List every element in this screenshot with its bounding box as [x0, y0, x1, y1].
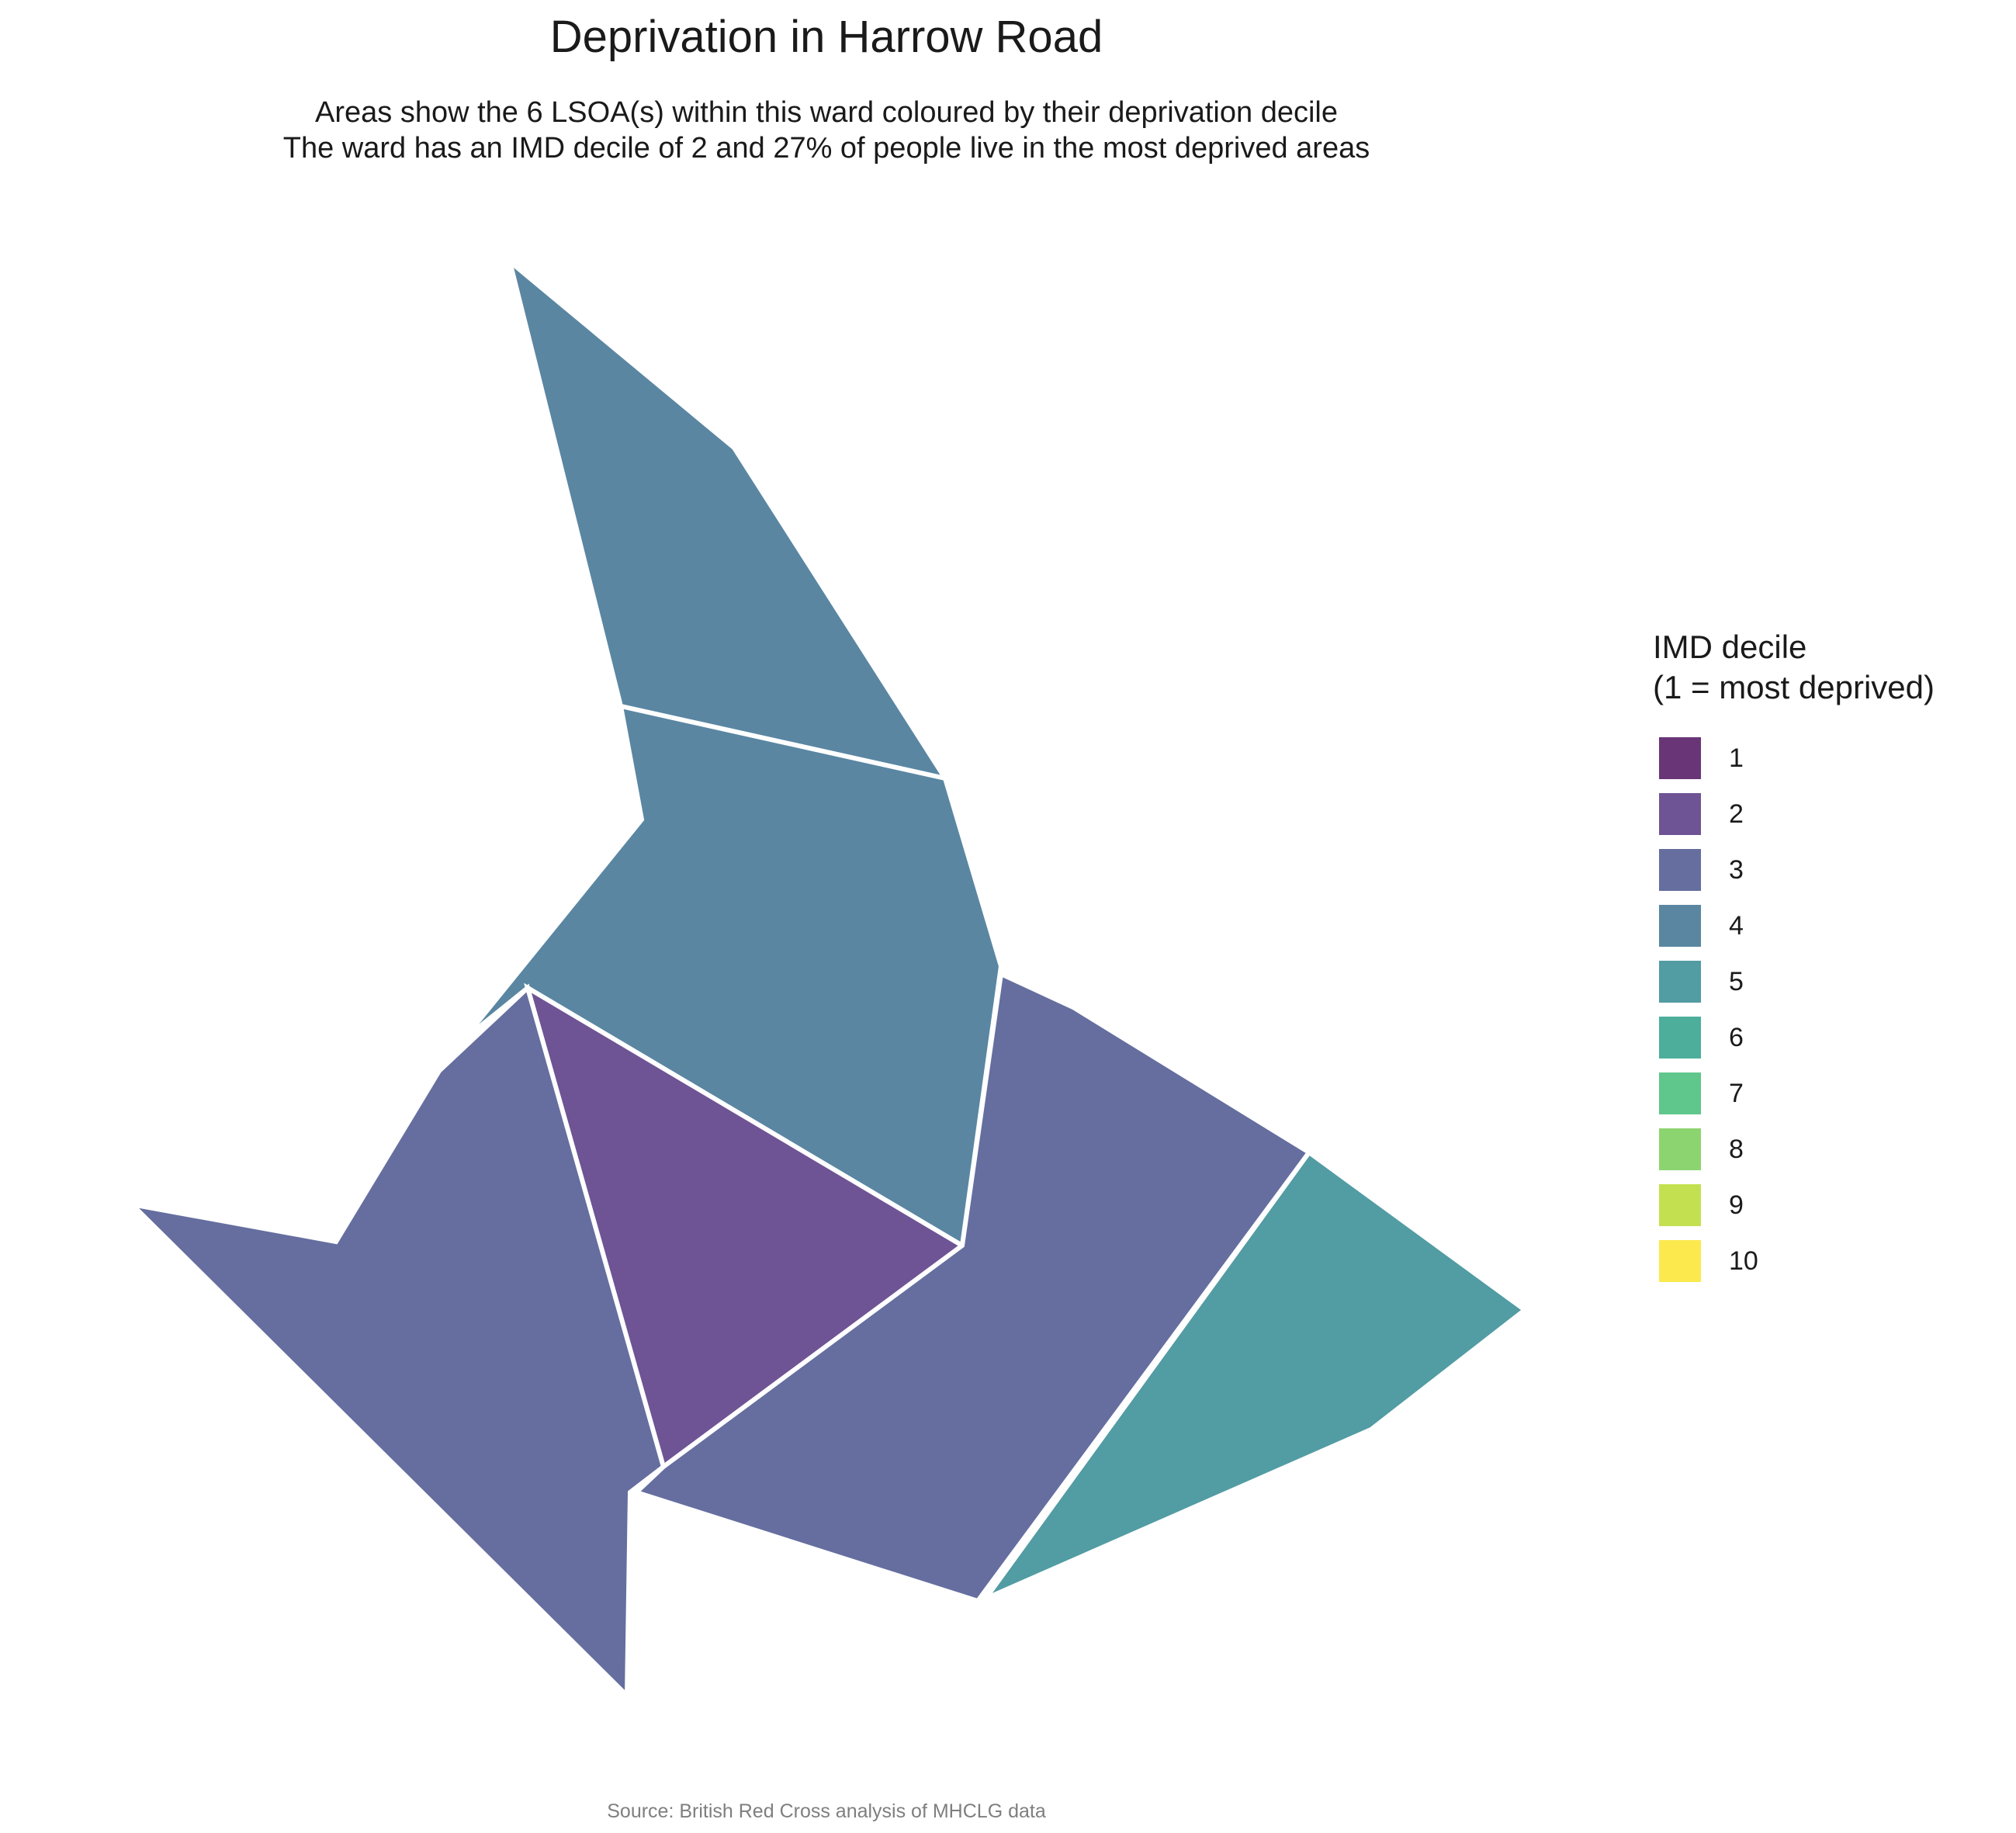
legend-label: 1	[1729, 743, 1744, 773]
legend-label: 4	[1729, 911, 1744, 941]
legend-item: 10	[1653, 1237, 1994, 1293]
lsoa-area-east[interactable]	[979, 1149, 1529, 1605]
legend-swatch	[1659, 1128, 1701, 1170]
legend-swatch	[1659, 793, 1701, 835]
legend-swatch	[1659, 905, 1701, 947]
legend-item: 3	[1653, 846, 1994, 902]
legend-label: 2	[1729, 799, 1744, 829]
legend-item: 5	[1653, 958, 1994, 1014]
legend-title-line1: IMD decile	[1653, 629, 1807, 665]
legend-swatch	[1659, 1072, 1701, 1114]
lsoa-area-southeast[interactable]	[632, 970, 1313, 1604]
legend-label: 7	[1729, 1079, 1744, 1108]
legend-swatch	[1659, 1184, 1701, 1226]
source-caption: Source: British Red Cross analysis of MH…	[607, 1800, 1046, 1822]
legend-items: 1 2 3 4 5 6 7 8 9 10	[1653, 734, 1994, 1293]
legend-item: 1	[1653, 734, 1994, 790]
map-legend: IMD decile (1 = most deprived) 1 2 3 4 5 6 7 8 9…	[1653, 627, 1994, 1293]
legend-item: 2	[1653, 790, 1994, 846]
legend-item: 7	[1653, 1069, 1994, 1125]
legend-item: 9	[1653, 1181, 1994, 1237]
map-subtitle-line1: Areas show the 6 LSOA(s) within this war…	[315, 96, 1338, 129]
map-title: Deprivation in Harrow Road	[549, 12, 1103, 62]
legend-item: 8	[1653, 1125, 1994, 1181]
lsoa-area-north[interactable]	[505, 255, 951, 782]
legend-label: 6	[1729, 1023, 1744, 1052]
legend-item: 4	[1653, 902, 1994, 958]
legend-swatch	[1659, 961, 1701, 1003]
legend-label: 5	[1729, 967, 1744, 996]
legend-title: IMD decile (1 = most deprived)	[1653, 627, 1994, 708]
legend-label: 10	[1729, 1246, 1758, 1276]
legend-swatch	[1659, 1017, 1701, 1059]
map-subtitle-line2: The ward has an IMD decile of 2 and 27% …	[282, 132, 1370, 165]
legend-label: 3	[1729, 855, 1744, 885]
legend-label: 9	[1729, 1190, 1744, 1220]
legend-swatch	[1659, 1240, 1701, 1282]
legend-item: 6	[1653, 1014, 1994, 1069]
legend-title-line2: (1 = most deprived)	[1653, 669, 1935, 705]
legend-swatch	[1659, 849, 1701, 891]
legend-label: 8	[1729, 1135, 1744, 1164]
legend-swatch	[1659, 737, 1701, 779]
